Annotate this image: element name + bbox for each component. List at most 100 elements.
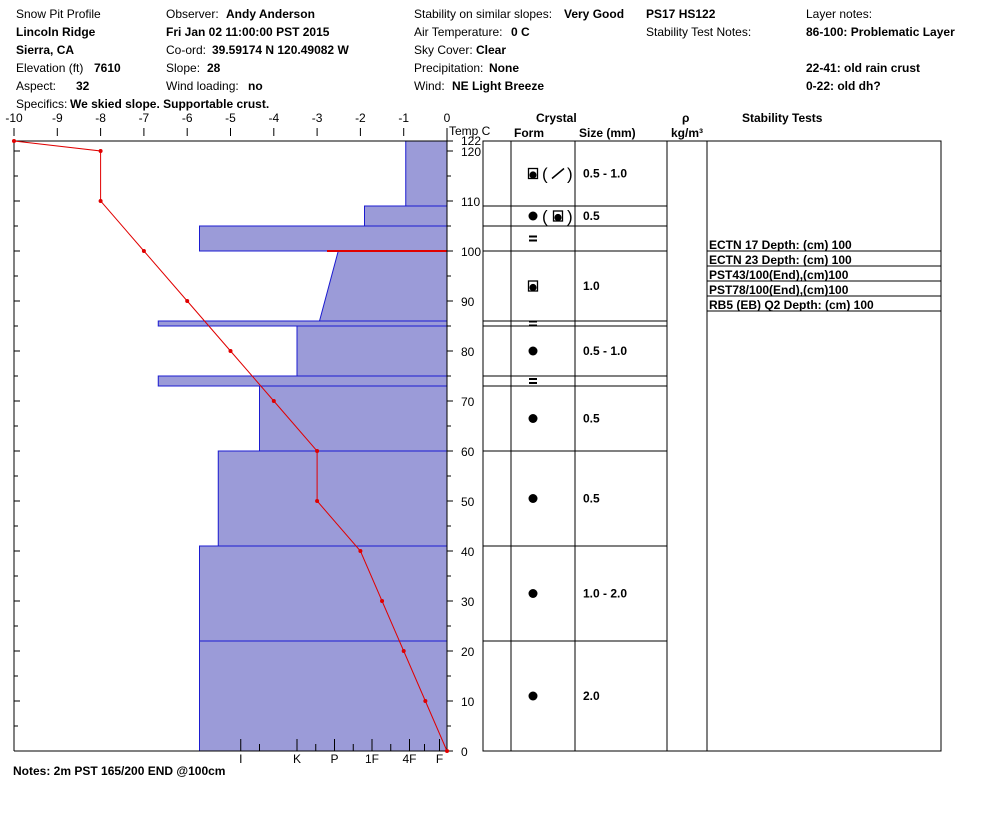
layer-note: 86-100: Problematic Layer <box>806 25 955 39</box>
crystal-size: 0.5 - 1.0 <box>583 167 627 181</box>
stability-test-entry: ECTN 23 Depth: (cm) 100 <box>709 253 852 267</box>
temp-tick-label: -6 <box>182 111 193 125</box>
hardness-layer <box>318 250 448 322</box>
specifics-label: Specifics: <box>16 97 68 111</box>
temp-tick-label: -3 <box>312 111 323 125</box>
layer-note: 22-41: old rain crust <box>806 61 921 75</box>
aspect-label: Aspect: <box>16 79 57 93</box>
sky-value: Clear <box>476 43 507 57</box>
temperature-point <box>401 649 406 653</box>
hardness-layer <box>157 320 448 327</box>
hardness-layer <box>199 640 448 752</box>
height-tick-label: 120 <box>461 145 481 159</box>
crystal-size: 1.0 <box>583 279 600 293</box>
temperature-point <box>228 349 233 353</box>
density-header: ρ <box>682 111 690 125</box>
region: Sierra, CA <box>16 43 75 57</box>
rounded-grain-icon <box>528 211 538 221</box>
hardness-layer <box>217 450 448 547</box>
temperature-point <box>380 599 385 603</box>
hardness-layer <box>199 545 448 642</box>
precip-value: None <box>489 61 519 75</box>
crystal-header: Crystal <box>536 111 577 125</box>
crystal-size: 2.0 <box>583 689 600 703</box>
rounded-grain-icon <box>528 589 538 598</box>
height-tick-label: 80 <box>461 345 475 359</box>
temp-tick-label: -8 <box>95 111 106 125</box>
crystal-size: 0.5 <box>583 209 600 223</box>
height-tick-label: 90 <box>461 295 475 309</box>
rounded-grain-icon <box>528 346 538 356</box>
hardness-label: 4F <box>402 752 416 766</box>
paren: ) <box>567 207 573 226</box>
rounded-faceted-icon <box>527 280 539 292</box>
hardness-label: 1F <box>365 752 379 766</box>
sky-label: Sky Cover: <box>414 43 473 57</box>
hardness-layer <box>259 385 448 452</box>
decomposing-icon <box>551 167 565 180</box>
crystal-size: 0.5 - 1.0 <box>583 344 627 358</box>
coord-value: 39.59174 N 120.49082 W <box>212 43 349 57</box>
slope-label: Slope: <box>166 61 201 75</box>
height-tick-label: 70 <box>461 395 475 409</box>
stability-test-entry: PST43/100(End),(cm)100 <box>709 268 849 282</box>
temperature-profile-line <box>13 140 448 752</box>
temperature-point <box>271 399 276 403</box>
hardness-layer <box>296 325 448 377</box>
temperature-point <box>98 149 103 153</box>
rounded-faceted-icon <box>527 167 539 180</box>
wind-loading-label: Wind loading: <box>166 79 239 93</box>
stability-test-entry: RB5 (EB) Q2 Depth: (cm) 100 <box>709 298 874 312</box>
hardness-layer <box>199 225 448 252</box>
melt-freeze-crust-icon <box>529 320 537 327</box>
layer-note: 0-22: old dh? <box>806 79 881 93</box>
temp-tick-label: -7 <box>139 111 150 125</box>
crystal-size: 0.5 <box>583 412 600 426</box>
hardness-layer <box>364 205 448 227</box>
stability-label: Stability on similar slopes: <box>414 7 553 21</box>
density-units: kg/m³ <box>671 126 704 140</box>
stability-test-entry: PST78/100(End),(cm)100 <box>709 283 849 297</box>
elevation-value: 7610 <box>94 61 121 75</box>
paren: ( <box>542 165 548 184</box>
temp-tick-label: -9 <box>52 111 63 125</box>
height-tick-label: 0 <box>461 745 468 759</box>
height-tick-label: 30 <box>461 595 475 609</box>
height-tick-label: 40 <box>461 545 475 559</box>
hardness-label: P <box>330 752 338 766</box>
air-temp-label: Air Temperature: <box>414 25 503 39</box>
hardness-layer <box>157 375 448 387</box>
hardness-label: F <box>436 752 443 766</box>
rounded-grain-icon <box>528 414 538 423</box>
precip-label: Precipitation: <box>414 61 484 75</box>
height-tick-label: 100 <box>461 245 481 259</box>
height-tick-label: 60 <box>461 445 475 459</box>
temp-tick-label: 0 <box>444 111 451 125</box>
crystal-size: 1.0 - 2.0 <box>583 587 627 601</box>
form-header: Form <box>514 126 544 140</box>
height-tick-label: 110 <box>461 195 480 209</box>
melt-freeze-crust-icon <box>529 378 537 384</box>
stability-test-entry: ECTN 17 Depth: (cm) 100 <box>709 238 852 252</box>
air-temp-value: 0 C <box>511 25 530 39</box>
notes: Notes: 2m PST 165/200 END @100cm <box>13 764 226 778</box>
elevation-label: Elevation (ft) <box>16 61 84 75</box>
slope-value: 28 <box>207 61 221 75</box>
temperature-point <box>12 139 16 143</box>
layer-notes-label: Layer notes: <box>806 7 873 21</box>
temperature-point <box>98 199 103 203</box>
paren: ( <box>542 207 548 226</box>
wind-label: Wind: <box>414 79 445 93</box>
stability-tests-header: Stability Tests <box>742 111 823 125</box>
crystal-table-frame <box>482 140 942 752</box>
temp-tick-label: -5 <box>225 111 236 125</box>
temp-tick-label: -1 <box>398 111 409 125</box>
wind-value: NE Light Breeze <box>452 79 545 93</box>
temperature-point <box>358 549 363 553</box>
height-tick-label: 20 <box>461 645 475 659</box>
page-title: Snow Pit Profile <box>16 7 101 21</box>
temperature-point <box>185 299 190 303</box>
aspect-value: 32 <box>76 79 90 93</box>
temperature-point <box>315 499 320 503</box>
